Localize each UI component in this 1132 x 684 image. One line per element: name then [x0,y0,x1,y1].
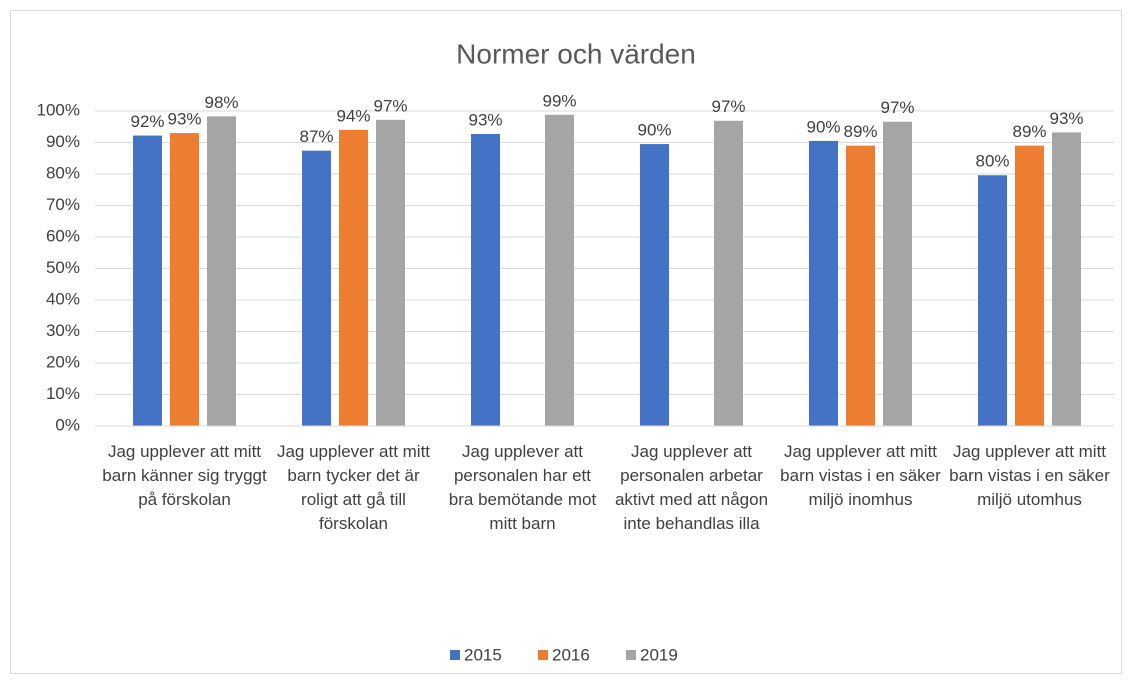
y-tick-label: 70% [46,195,80,214]
y-tick-label: 90% [46,132,80,151]
data-label: 87% [299,127,333,146]
data-label: 94% [336,106,370,125]
x-tick-label: Jag upplever att mitt barn känner sig tr… [102,442,267,509]
bar [640,144,669,426]
bar [978,175,1007,426]
bar [207,116,236,426]
data-label: 92% [130,112,164,131]
data-label: 93% [468,110,502,129]
bar [545,114,574,426]
legend-swatch [538,650,548,660]
y-tick-label: 50% [46,258,80,277]
x-tick-label: Jag upplever att personalen har ett bra … [448,442,597,533]
data-label: 89% [1012,122,1046,141]
data-label: 99% [542,91,576,110]
legend-label: 2015 [464,645,502,664]
data-label: 80% [975,152,1009,171]
bar [302,150,331,426]
data-label: 97% [711,97,745,116]
y-tick-label: 100% [37,100,80,119]
data-label: 93% [167,110,201,129]
y-tick-label: 20% [46,352,80,371]
y-tick-label: 10% [46,384,80,403]
data-label: 97% [373,96,407,115]
legend-swatch [450,650,460,660]
bar [1052,132,1081,427]
bar [846,145,875,426]
data-label: 90% [637,121,671,140]
y-tick-label: 40% [46,289,80,308]
bar [1015,145,1044,426]
data-label: 98% [204,93,238,112]
legend-label: 2016 [552,645,590,664]
y-tick-label: 60% [46,226,80,245]
legend-swatch [626,650,636,660]
bar [714,120,743,426]
bar [809,140,838,427]
data-label: 90% [806,117,840,136]
bar [339,129,368,426]
bar [133,135,162,426]
bar [883,121,912,427]
chart-title: Normer och värden [456,38,696,69]
bar [471,133,500,426]
x-tick-label: Jag upplever att mitt barn vistas i en s… [780,442,941,509]
data-label: 97% [880,98,914,117]
legend-label: 2019 [640,645,678,664]
x-tick-label: Jag upplever att mitt barn vistas i en s… [949,442,1110,509]
data-label: 89% [843,122,877,141]
y-tick-label: 80% [46,163,80,182]
x-tick-label: Jag upplever att personalen arbetar akti… [614,442,769,533]
x-tick-label: Jag upplever att mitt barn tycker det är… [276,442,431,533]
y-tick-label: 0% [55,415,80,434]
bar [170,133,199,427]
data-label: 93% [1049,109,1083,128]
bar [376,119,405,426]
y-tick-label: 30% [46,321,80,340]
